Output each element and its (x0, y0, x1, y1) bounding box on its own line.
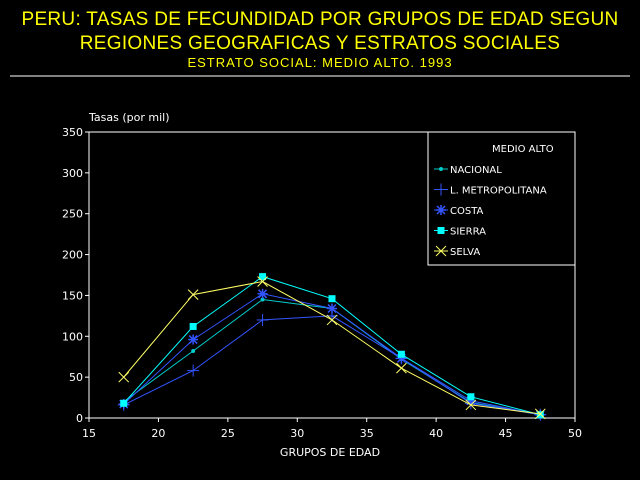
series-sierra (120, 273, 544, 419)
data-point-selva (118, 371, 130, 383)
series-line-l-metropolitana (123, 315, 541, 416)
x-tick-label: 40 (429, 427, 443, 440)
chart-title-line2: REGIONES GEOGRAFICAS Y ESTRATOS SOCIALES (80, 33, 560, 54)
data-point-selva (257, 276, 268, 287)
x-tick-label: 35 (360, 427, 374, 440)
x-tick-label: 20 (151, 427, 165, 440)
legend: MEDIO ALTO NACIONAL L. METROPOLITANA COSTA… (427, 131, 576, 266)
legend-item-selva: SELVA (434, 245, 480, 258)
legend-title: MEDIO ALTO (492, 144, 554, 155)
data-point-sierra (259, 273, 267, 281)
y-tick-label: 350 (62, 126, 83, 139)
legend-label-selva: SELVA (450, 247, 480, 258)
y-tick-label: 300 (62, 167, 83, 180)
axis-ticks: 15 20 25 30 35 40 45 50 0 50 100 150 200 250 300 350 (62, 126, 582, 440)
data-point-costa (257, 288, 268, 299)
chart-title-line1: PERU: TASAS DE FECUNDIDAD POR GRUPOS DE … (21, 9, 618, 30)
legend-marker-sierra (437, 227, 445, 234)
legend-label-nacional: NACIONAL (450, 165, 502, 176)
data-point-selva (534, 408, 546, 420)
y-tick-label: 0 (76, 412, 83, 425)
chart-subtitle: ESTRATO SOCIAL: MEDIO ALTO. 1993 (187, 55, 452, 70)
data-point-nacional (191, 348, 196, 353)
legend-item-l-metropolitana: L. METROPOLITANA (434, 183, 547, 197)
data-point-selva (396, 362, 407, 374)
legend-label-costa: COSTA (450, 206, 484, 217)
data-point-sierra (328, 295, 336, 303)
data-point-sierra (397, 350, 405, 358)
y-axis-label: Tasas (por mil) (88, 111, 169, 124)
series-selva (118, 276, 546, 420)
legend-marker-l-metropolitana (435, 183, 447, 196)
legend-label-sierra: SIERRA (450, 227, 486, 238)
y-tick-label: 150 (62, 289, 83, 302)
legend-marker-nacional (439, 167, 443, 171)
legend-label-l-metropolitana: L. METROPOLITANA (450, 186, 547, 197)
data-point-selva (326, 314, 338, 326)
legend-item-sierra: SIERRA (434, 227, 486, 238)
data-point-l-metropolitana (256, 313, 269, 326)
x-axis-label: GRUPOS DE EDAD (280, 446, 380, 459)
data-point-l-metropolitana (187, 364, 200, 377)
legend-items: NACIONAL L. METROPOLITANA COSTA SIERRA SELVA (434, 165, 547, 258)
legend-item-nacional: NACIONAL (434, 165, 502, 176)
y-tick-label: 250 (62, 208, 83, 221)
series-layer (117, 273, 547, 421)
y-tick-label: 100 (62, 330, 83, 343)
data-point-nacional (260, 297, 265, 302)
series-costa (118, 288, 546, 420)
x-tick-label: 25 (221, 427, 235, 440)
x-tick-label: 50 (568, 427, 582, 440)
y-tick-label: 50 (69, 371, 83, 384)
data-point-selva (187, 289, 199, 300)
data-point-sierra (536, 411, 544, 419)
data-point-costa (188, 334, 199, 345)
y-tick-label: 200 (62, 249, 83, 262)
legend-box (427, 131, 576, 266)
legend-item-costa: COSTA (434, 205, 484, 217)
plot-frame (88, 131, 576, 419)
data-point-costa (327, 303, 337, 314)
x-tick-label: 30 (290, 427, 304, 440)
legend-marker-selva (435, 245, 447, 257)
x-tick-label: 45 (499, 427, 513, 440)
data-point-selva (465, 399, 477, 411)
data-point-sierra (467, 393, 475, 401)
data-point-sierra (120, 399, 128, 407)
legend-marker-costa (436, 205, 446, 215)
data-point-sierra (189, 322, 197, 330)
x-tick-label: 15 (82, 427, 96, 440)
